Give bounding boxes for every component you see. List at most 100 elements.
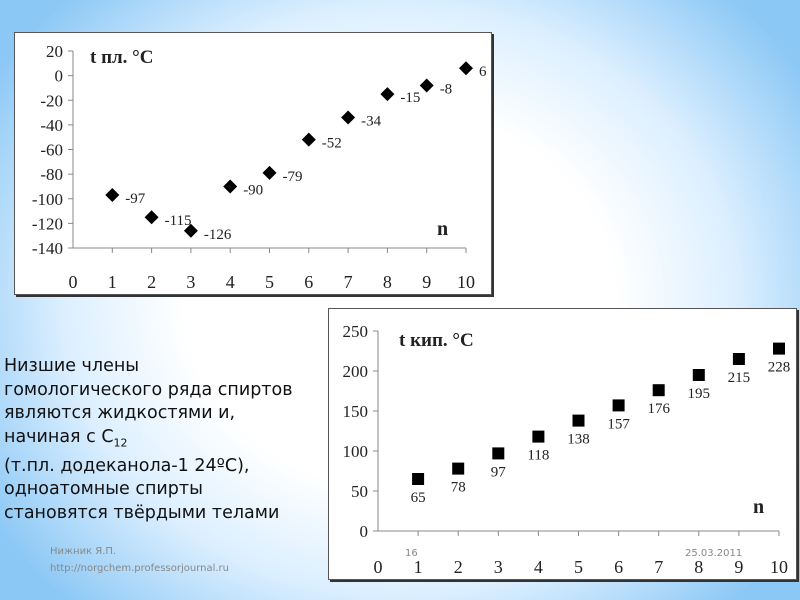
chart-title: t пл. °C bbox=[90, 47, 154, 68]
data-label: 78 bbox=[451, 480, 466, 496]
data-point bbox=[262, 165, 277, 180]
y-tick-label: 0 bbox=[360, 522, 369, 541]
x-tick-label: 10 bbox=[770, 557, 788, 577]
data-label: 195 bbox=[688, 386, 711, 402]
description-line: (т.пл. додеканола-1 24ºС), bbox=[4, 455, 250, 476]
melting-point-plot: 20 0 -20 -40 -60 -80 -100 -120 -140 0 1 2 3 4 5 6 7 8 9 10 -… bbox=[32, 42, 487, 292]
data-point bbox=[572, 414, 585, 427]
x-tick-label: 1 bbox=[414, 557, 423, 577]
x-tick-label: 8 bbox=[383, 272, 392, 292]
y-tick-label: -140 bbox=[32, 239, 63, 258]
data-point bbox=[692, 369, 705, 381]
data-point bbox=[459, 61, 473, 76]
data-label: 118 bbox=[527, 448, 549, 464]
y-tick-label: -120 bbox=[32, 214, 63, 233]
x-tick-label: 2 bbox=[147, 272, 156, 292]
description-line: гомологического ряда спиртов bbox=[4, 379, 293, 400]
data-point bbox=[144, 210, 159, 225]
data-point bbox=[341, 110, 356, 125]
subscript: 12 bbox=[113, 436, 128, 449]
description-line: Низшие члены bbox=[4, 356, 140, 376]
x-tick-label: 6 bbox=[304, 272, 313, 292]
y-tick-label: 150 bbox=[343, 402, 369, 421]
data-point bbox=[419, 78, 434, 93]
melting-point-chart: 20 0 -20 -40 -60 -80 -100 -120 -140 0 1 2 3 4 5 6 7 8 9 10 -… bbox=[14, 32, 492, 295]
data-point bbox=[532, 430, 545, 443]
data-label: -115 bbox=[165, 213, 192, 229]
slide-number: 16 bbox=[405, 548, 418, 559]
description-fragment: начиная с С bbox=[4, 426, 114, 447]
data-point bbox=[732, 353, 745, 365]
chart-title: t кип. °C bbox=[399, 330, 474, 351]
x-tick-label: 9 bbox=[734, 557, 743, 577]
y-tick-label: -80 bbox=[40, 165, 63, 184]
description-line: начиная с С12 bbox=[4, 426, 293, 455]
boiling-point-chart: 250 200 150 100 50 0 0 1 2 3 4 5 6 7 8 9 10 65 78 97 118 138 1… bbox=[328, 308, 797, 580]
data-label: -34 bbox=[361, 113, 381, 129]
x-tick-label: 0 bbox=[374, 557, 383, 577]
description-line: являются жидкостями и, bbox=[4, 403, 236, 423]
x-tick-label: 9 bbox=[422, 272, 431, 292]
x-tick-label: 5 bbox=[265, 272, 274, 292]
y-tick-label: 20 bbox=[46, 42, 63, 61]
description-line: одноатомные спирты bbox=[4, 479, 203, 499]
data-point bbox=[301, 132, 316, 147]
x-tick-label: 7 bbox=[654, 557, 663, 577]
x-tick-label: 7 bbox=[344, 272, 353, 292]
data-point bbox=[652, 384, 665, 397]
data-label: 215 bbox=[728, 370, 751, 386]
data-label: -126 bbox=[204, 227, 232, 243]
x-tick-label: 1 bbox=[108, 272, 117, 292]
data-point bbox=[452, 462, 465, 475]
data-label: -15 bbox=[400, 90, 420, 106]
author-url[interactable]: http://norgchem.professorjournal.ru bbox=[50, 563, 230, 574]
data-point bbox=[492, 447, 505, 460]
data-point bbox=[183, 223, 198, 238]
data-point bbox=[380, 87, 395, 102]
x-tick-label: 4 bbox=[534, 557, 543, 577]
x-axis-label: n bbox=[753, 496, 764, 518]
data-point bbox=[412, 473, 425, 485]
y-tick-label: -20 bbox=[40, 91, 63, 110]
author-block: Нижник Я.П. http://norgchem.professorjou… bbox=[50, 543, 229, 577]
slide-date: 25.03.2011 bbox=[685, 548, 743, 559]
data-label: 97 bbox=[491, 464, 507, 480]
y-tick-label: 0 bbox=[55, 67, 64, 86]
data-label: -90 bbox=[243, 182, 263, 198]
data-point bbox=[773, 342, 785, 355]
x-tick-label: 2 bbox=[454, 557, 463, 577]
data-label: -79 bbox=[283, 169, 303, 185]
x-tick-label: 10 bbox=[457, 272, 475, 292]
x-tick-label: 0 bbox=[69, 272, 78, 292]
data-label: 65 bbox=[411, 490, 426, 506]
y-tick-label: 50 bbox=[351, 482, 368, 501]
x-tick-label: 4 bbox=[226, 272, 235, 292]
x-tick-label: 5 bbox=[574, 557, 583, 577]
x-tick-label: 6 bbox=[614, 557, 623, 577]
data-label: -8 bbox=[440, 81, 453, 97]
data-label: 157 bbox=[607, 416, 630, 432]
data-label: -52 bbox=[322, 136, 342, 152]
author-name: Нижник Я.П. bbox=[50, 546, 117, 557]
y-tick-label: -60 bbox=[40, 141, 63, 160]
x-tick-label: 3 bbox=[494, 557, 503, 577]
data-point bbox=[612, 399, 625, 412]
x-tick-label: 3 bbox=[186, 272, 195, 292]
y-tick-label: -100 bbox=[32, 190, 63, 209]
y-tick-label: 200 bbox=[343, 362, 369, 381]
data-label: 176 bbox=[647, 401, 670, 417]
y-tick-label: -40 bbox=[40, 116, 63, 135]
x-axis-label: n bbox=[437, 218, 448, 240]
data-point bbox=[105, 188, 120, 203]
description-text: Низшие члены гомологического ряда спирто… bbox=[4, 355, 293, 525]
data-label: 138 bbox=[567, 432, 590, 448]
data-point bbox=[223, 179, 238, 194]
description-line: становятся твёрдыми телами bbox=[4, 502, 280, 523]
x-tick-label: 8 bbox=[694, 557, 703, 577]
y-tick-label: 250 bbox=[343, 322, 369, 341]
data-label: 6 bbox=[479, 64, 487, 80]
y-tick-label: 100 bbox=[343, 442, 369, 461]
data-label: 228 bbox=[768, 360, 791, 376]
data-label: -97 bbox=[125, 191, 145, 207]
